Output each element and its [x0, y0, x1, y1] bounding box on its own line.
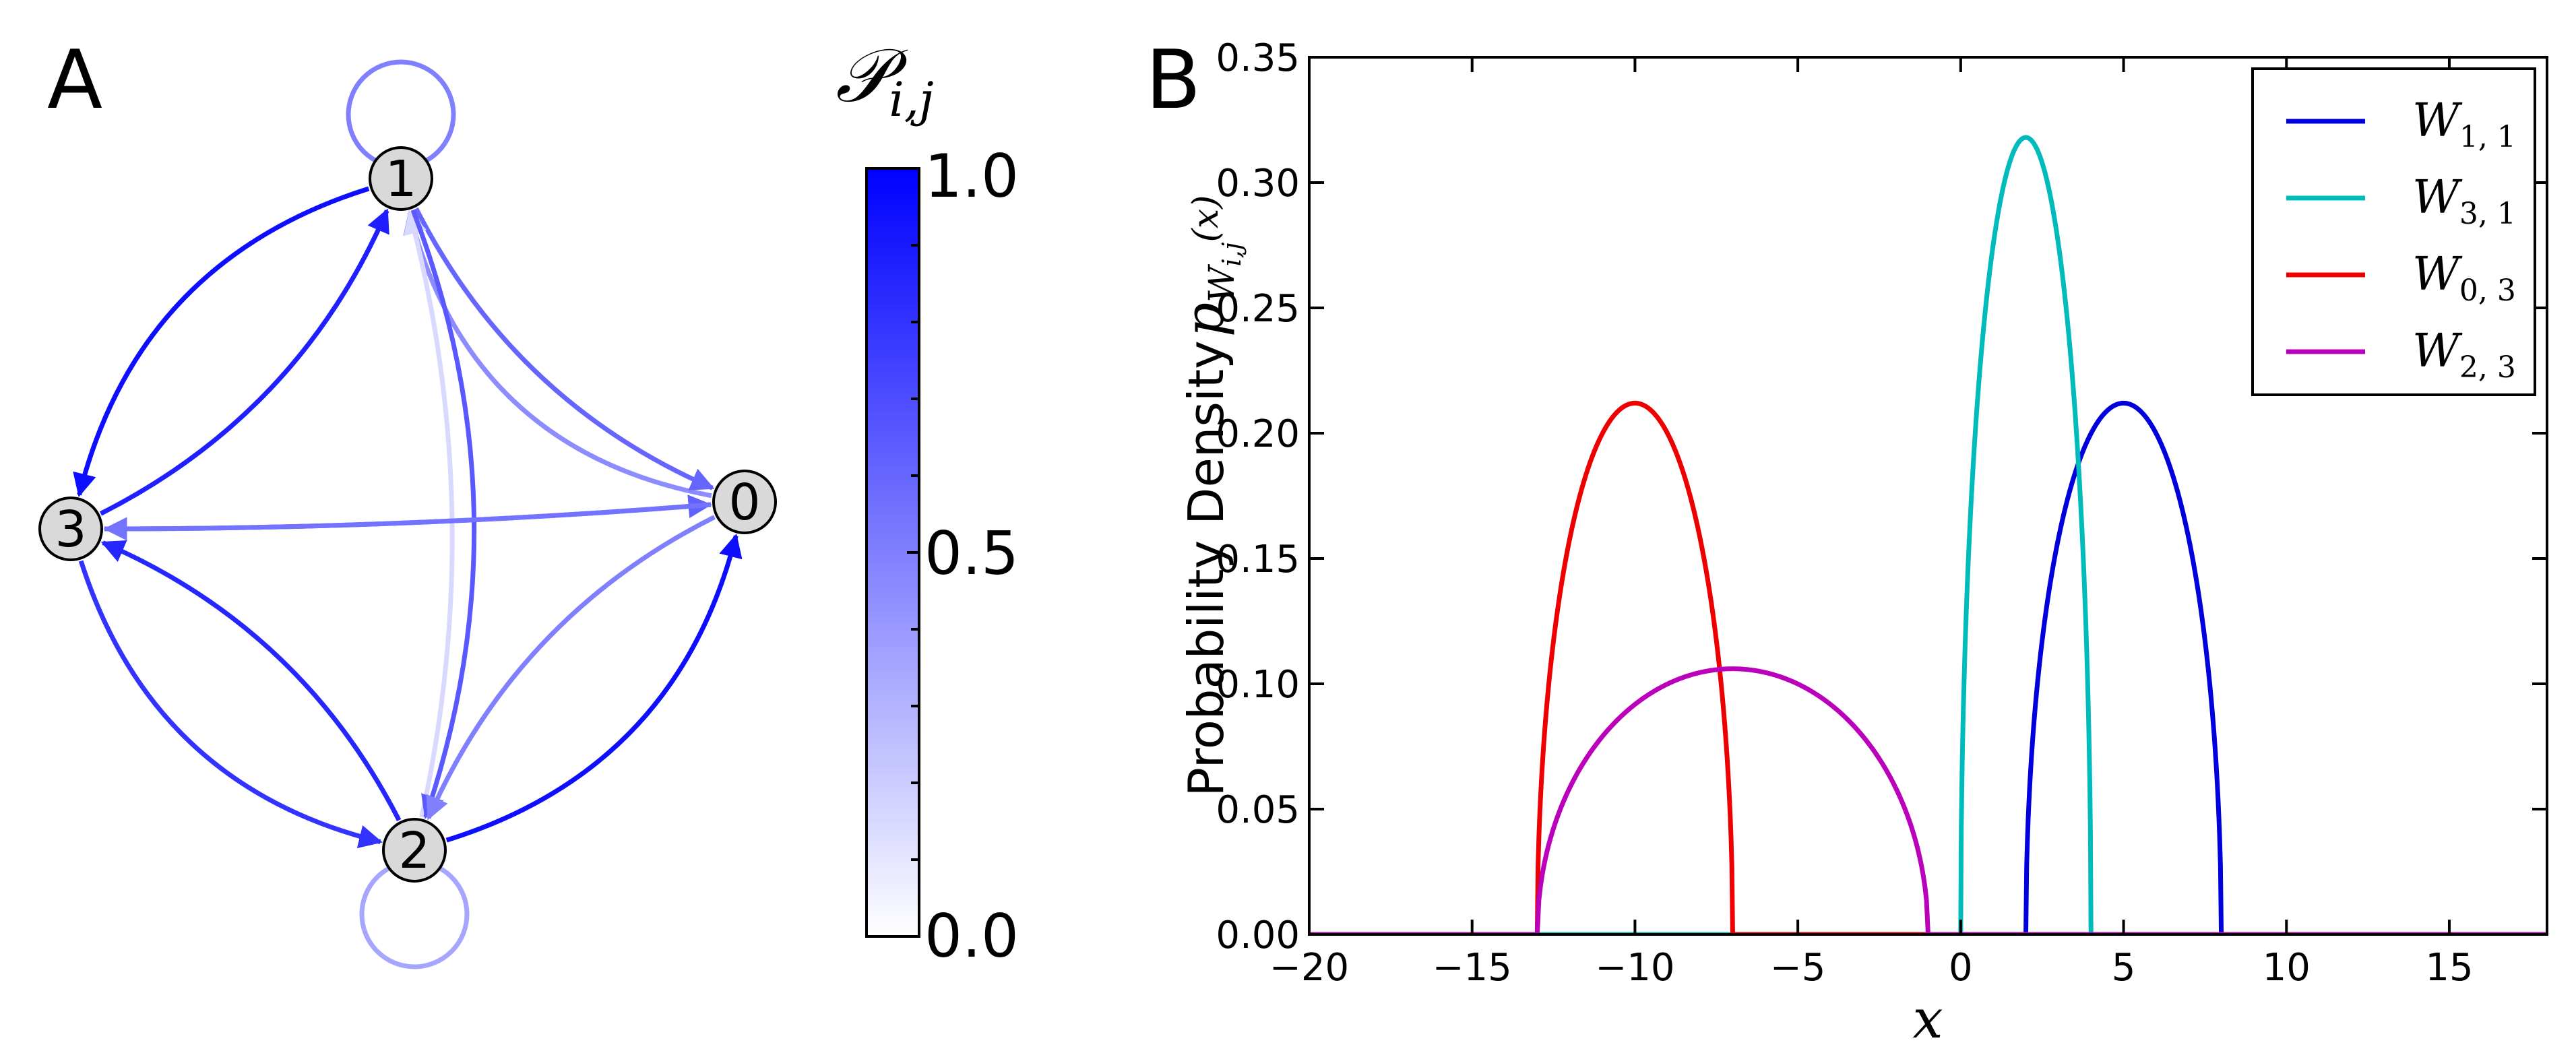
network-nodes: 0 1 2 3	[38, 146, 777, 883]
node-0: 0	[712, 470, 777, 534]
edge-2-to-1	[404, 210, 455, 818]
edge-3-to-2	[78, 560, 383, 849]
colorbar: 𝒫i,j 1.0 0.5 0.0	[836, 32, 1019, 971]
panel-b-label: B	[1145, 34, 1201, 127]
node-label: 2	[398, 822, 430, 880]
x-tick-label: 10	[2263, 946, 2311, 990]
y-tick-label: 0.05	[1216, 788, 1300, 832]
x-tick-label: −20	[1269, 946, 1349, 990]
legend-label-W1-1: W1, 1	[2412, 94, 2516, 154]
edge-0-to-3	[103, 502, 712, 541]
panel-a-label: A	[47, 34, 102, 127]
edge-3-to-1	[100, 208, 389, 516]
node-1: 1	[369, 146, 433, 211]
chart-series	[1309, 135, 2547, 934]
x-tick-label: −5	[1770, 946, 1826, 990]
series-line-W1-1	[1309, 400, 2547, 934]
y-axis-label: Probability Density pWi,j(x)	[1173, 195, 1247, 797]
node-label: 0	[728, 474, 760, 532]
colorbar-label-mid: 0.5	[924, 519, 1019, 588]
edge-0-to-2	[426, 515, 716, 821]
legend-label-W3-1: W3, 1	[2412, 171, 2516, 231]
plot-frame	[1308, 56, 2548, 936]
x-axis-ticks: −20 −15 −10 −5 0 5 10 15	[1269, 57, 2474, 990]
edge-2-to-3	[100, 540, 402, 822]
x-tick-label: 15	[2425, 946, 2473, 990]
node-circle	[369, 146, 433, 211]
edge-3-to-0	[104, 494, 712, 532]
node-circle	[38, 497, 103, 561]
x-tick-label: −15	[1433, 946, 1512, 990]
colorbar-label-max: 1.0	[924, 141, 1019, 211]
edge-1-to-3	[73, 186, 370, 497]
series-line-W3-1	[1309, 135, 2547, 934]
x-tick-label: −10	[1595, 946, 1674, 990]
edge-1-to-2	[410, 209, 477, 820]
legend-box	[2251, 67, 2536, 396]
node-circle	[382, 818, 447, 883]
series-line-W0-3	[1309, 400, 2547, 934]
edge-2-to-0	[445, 534, 743, 843]
legend: W1, 1 W3, 1 W0, 3 W2, 3	[2251, 67, 2536, 396]
edge-1-to-0	[414, 207, 715, 490]
edge-0-to-1	[403, 210, 712, 499]
node-circle	[712, 470, 777, 534]
panel-b: B −20 −15 −10 −5 0 5 10 15 0.00 0.05 0.10 0.15 0.20…	[1145, 34, 2548, 1050]
node-label: 1	[385, 150, 416, 208]
x-tick-label: 0	[1949, 946, 1973, 990]
colorbar-ticks	[907, 167, 919, 938]
x-axis-label: x	[1912, 988, 1943, 1050]
y-tick-label: 0.35	[1216, 36, 1300, 80]
y-tick-label: 0.25	[1216, 287, 1300, 331]
panel-a: A 0 1 2 3 𝒫i,j 1.0 0.5 0.0	[38, 32, 1019, 971]
node-label: 3	[55, 501, 86, 559]
y-tick-label: 0.30	[1216, 162, 1300, 205]
y-tick-label: 0.20	[1216, 412, 1300, 456]
x-tick-label: 5	[2112, 946, 2136, 990]
node-3: 3	[38, 497, 103, 561]
y-tick-label: 0.15	[1216, 538, 1300, 581]
y-tick-label: 0.10	[1216, 663, 1300, 707]
series-line-W2-3	[1309, 666, 2547, 934]
colorbar-label-min: 0.0	[924, 901, 1019, 971]
node-2: 2	[382, 818, 447, 883]
colorbar-title: 𝒫i,j	[836, 32, 934, 127]
legend-label-W2-3: W2, 3	[2412, 325, 2516, 385]
network-edges	[73, 59, 743, 969]
y-tick-label: 0.00	[1216, 914, 1300, 957]
legend-label-W0-3: W0, 3	[2412, 248, 2516, 308]
